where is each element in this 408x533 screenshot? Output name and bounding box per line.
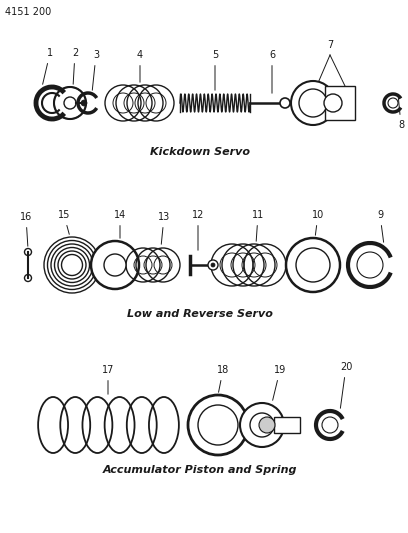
Circle shape [280,98,290,108]
Circle shape [211,263,215,267]
Text: 11: 11 [252,210,264,241]
Circle shape [208,260,218,270]
Text: 6: 6 [269,50,275,93]
Text: 12: 12 [192,210,204,250]
Circle shape [324,94,342,112]
Text: 19: 19 [273,365,286,400]
Text: 5: 5 [212,50,218,90]
Text: Low and Reverse Servo: Low and Reverse Servo [127,309,273,319]
Circle shape [64,97,76,109]
Text: 13: 13 [158,212,170,244]
Circle shape [299,89,327,117]
Text: 17: 17 [102,365,114,394]
Text: 8: 8 [398,97,404,130]
Text: 18: 18 [217,365,229,392]
Bar [274,417,300,433]
Circle shape [250,413,274,437]
Circle shape [81,100,87,106]
Circle shape [296,248,330,282]
Circle shape [104,254,126,276]
Text: 10: 10 [312,210,324,235]
Circle shape [286,238,340,292]
Text: 16: 16 [20,212,32,246]
Text: 4151 200: 4151 200 [5,7,51,17]
Circle shape [91,241,139,289]
Text: 15: 15 [58,210,70,235]
Circle shape [291,81,335,125]
Bar [325,86,355,120]
Text: 7: 7 [327,40,333,50]
Circle shape [240,403,284,447]
Text: 14: 14 [114,210,126,238]
Circle shape [259,417,275,433]
Circle shape [54,87,86,119]
Text: 4: 4 [137,50,143,82]
Text: Kickdown Servo: Kickdown Servo [150,147,250,157]
Text: 1: 1 [42,48,53,84]
Text: 9: 9 [377,210,384,242]
Circle shape [198,405,238,445]
Text: 3: 3 [92,50,99,90]
Text: Accumulator Piston and Spring: Accumulator Piston and Spring [103,465,297,475]
Text: 20: 20 [340,362,352,408]
Text: 2: 2 [72,48,78,84]
Circle shape [188,395,248,455]
